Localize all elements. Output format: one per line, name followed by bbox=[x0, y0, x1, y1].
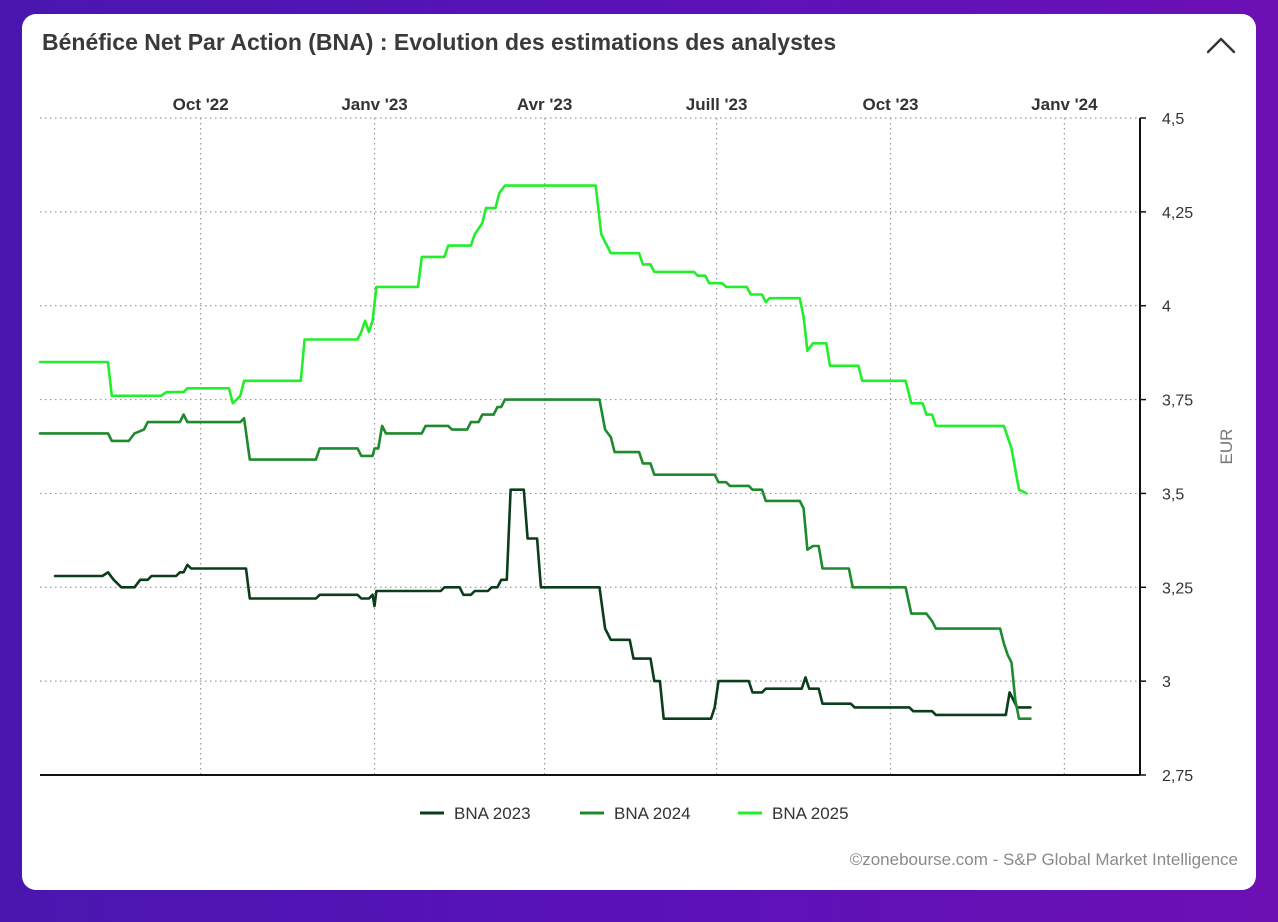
series-line-bna-2025 bbox=[38, 184, 1028, 495]
y-tick-label: 4,5 bbox=[1162, 111, 1184, 128]
y-tick-label: 3,5 bbox=[1162, 486, 1184, 503]
chart-title: Bénéfice Net Par Action (BNA) : Evolutio… bbox=[42, 29, 837, 55]
chart-legend: BNA 2023 BNA 2024 BNA 2025 bbox=[420, 804, 849, 823]
y-tick-label: 2,75 bbox=[1162, 768, 1193, 785]
y-tick-label: 4 bbox=[1162, 299, 1171, 316]
y-tick-label: 3,75 bbox=[1162, 393, 1193, 410]
series-line-bna-2024 bbox=[38, 398, 1032, 720]
grid-layer bbox=[40, 117, 1140, 775]
axis-layer: 4,5 4,25 4 3,75 3,5 3,25 3 2,75 Oct '22 Janv '23 A… bbox=[40, 95, 1236, 785]
legend-item: BNA 2023 bbox=[420, 804, 531, 823]
series-layer bbox=[38, 184, 1032, 720]
legend-label: BNA 2024 bbox=[614, 804, 691, 823]
y-tick-label: 4,25 bbox=[1162, 205, 1193, 222]
collapse-button[interactable] bbox=[1204, 32, 1238, 58]
x-tick-label: Oct '22 bbox=[173, 95, 229, 114]
x-tick-label: Oct '23 bbox=[863, 95, 919, 114]
legend-item: BNA 2025 bbox=[738, 804, 849, 823]
legend-label: BNA 2025 bbox=[772, 804, 849, 823]
x-tick-label: Janv '23 bbox=[341, 95, 407, 114]
y-axis-label: EUR bbox=[1217, 429, 1236, 465]
x-tick-label: Avr '23 bbox=[517, 95, 572, 114]
legend-label: BNA 2023 bbox=[454, 804, 531, 823]
x-tick-label: Juill '23 bbox=[686, 95, 748, 114]
source-credit: ©zonebourse.com - S&P Global Market Inte… bbox=[849, 850, 1238, 869]
chart-card: Bénéfice Net Par Action (BNA) : Evolutio… bbox=[22, 14, 1256, 890]
y-tick-label: 3 bbox=[1162, 674, 1171, 691]
chevron-up-icon bbox=[1206, 37, 1236, 54]
line-chart: 4,5 4,25 4 3,75 3,5 3,25 3 2,75 Oct '22 Janv '23 A… bbox=[38, 95, 1236, 823]
x-tick-label: Janv '24 bbox=[1031, 95, 1098, 114]
y-tick-label: 3,25 bbox=[1162, 580, 1193, 597]
series-line-bna-2023 bbox=[53, 488, 1032, 720]
legend-item: BNA 2024 bbox=[580, 804, 691, 823]
